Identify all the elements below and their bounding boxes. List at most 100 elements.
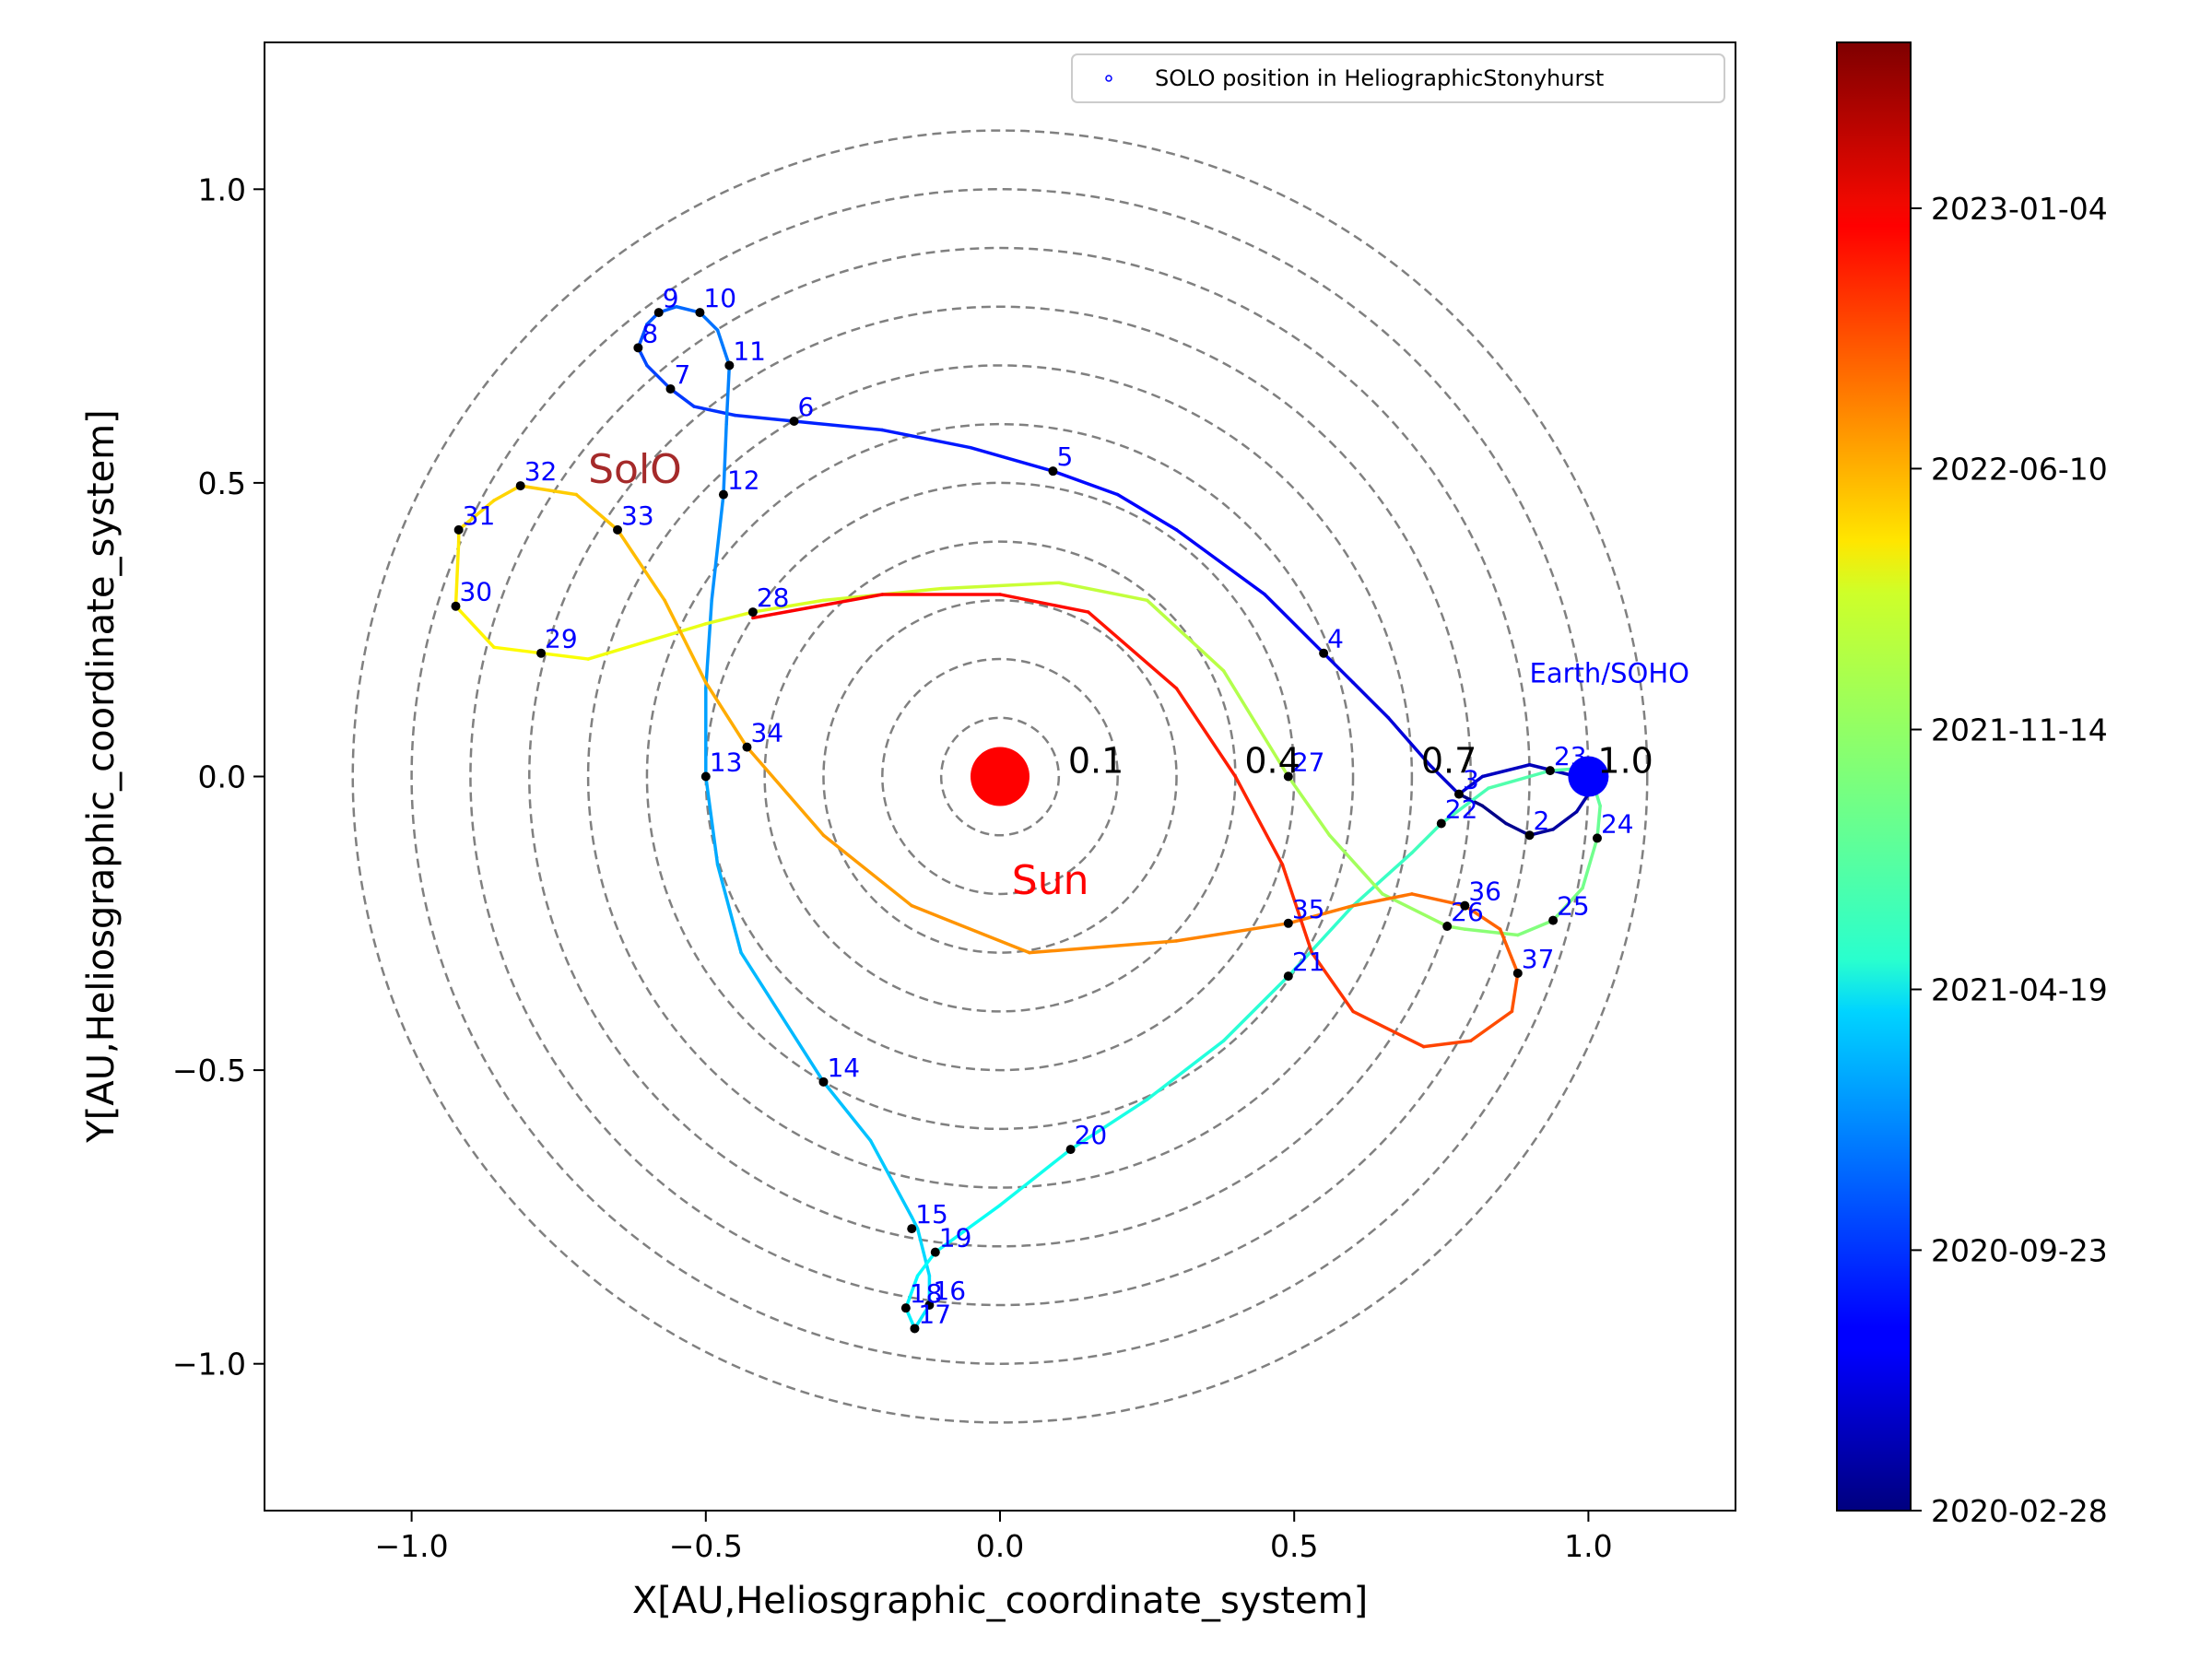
- legend-box: [1071, 53, 1725, 103]
- orbit-segment: [1574, 792, 1591, 814]
- orbit-segment: [751, 598, 826, 614]
- ring-label: 1.0: [1597, 741, 1653, 782]
- orbit-point: [910, 1324, 920, 1334]
- orbit-segment: [1516, 918, 1555, 937]
- orbit-point: [451, 601, 461, 611]
- orbit-segment: [1463, 927, 1520, 937]
- orbit-point: [1436, 818, 1446, 829]
- orbit-point-label: 13: [710, 747, 743, 778]
- orbit-point-label: 4: [1327, 624, 1344, 654]
- orbit-segment: [710, 492, 725, 603]
- orbit-point-label: 36: [1468, 877, 1501, 907]
- orbit-point-label: 31: [463, 500, 496, 531]
- orbit-point: [818, 1077, 829, 1087]
- orbit-segment: [456, 499, 496, 532]
- orbit-point-label: 24: [1601, 808, 1634, 839]
- orbit-segment: [969, 445, 1055, 473]
- orbit-segment: [715, 328, 732, 368]
- orbit-point: [1283, 971, 1293, 982]
- orbit-segment: [1068, 1098, 1149, 1151]
- orbit-segment: [663, 598, 708, 685]
- orbit-point-label: 15: [915, 1199, 948, 1230]
- orbit-point-label: 3: [1463, 765, 1479, 795]
- reference-circle: [881, 657, 1119, 896]
- orbit-point: [742, 742, 752, 752]
- orbit-segment: [1287, 903, 1355, 978]
- orbit-point: [1319, 648, 1329, 658]
- orbit-segment: [1028, 939, 1179, 955]
- orbit-segment: [704, 774, 720, 866]
- orbit-segment: [1287, 774, 1332, 837]
- orbit-label: SolO: [588, 446, 682, 493]
- orbit-point-label: 23: [1554, 741, 1587, 771]
- orbit-point-label: 11: [733, 335, 766, 366]
- colorbar-tick-label: 2023-01-04: [1931, 191, 2108, 227]
- orbit-segment: [880, 428, 972, 450]
- orbit-point-label: 32: [524, 456, 558, 487]
- y-tick-label: −0.5: [172, 1053, 246, 1088]
- orbit-point-label: 25: [1557, 891, 1590, 922]
- orbit-point: [453, 524, 464, 535]
- orbit-point: [789, 416, 799, 426]
- orbit-segment: [1351, 1009, 1426, 1049]
- orbit-segment: [492, 645, 543, 655]
- orbit-segment: [1410, 821, 1443, 855]
- y-axis: −1.0 −0.5 0.0 0.5 1.0: [172, 171, 265, 1382]
- orbit-segment: [1487, 769, 1552, 790]
- orbit-segment: [724, 363, 732, 426]
- orbit-point: [633, 343, 643, 353]
- orbit-segment: [792, 419, 885, 432]
- orbit-segment: [1457, 774, 1485, 796]
- orbit-segment: [904, 1274, 920, 1310]
- colorbar-tick-label: 2020-09-23: [1931, 1232, 2108, 1268]
- reference-circle: [586, 364, 1414, 1189]
- orbit-point-label: 6: [798, 392, 815, 422]
- orbit-segment: [492, 484, 523, 502]
- orbit-segment: [1351, 680, 1391, 720]
- orbit-segment: [1428, 763, 1461, 796]
- reference-circle: [528, 305, 1472, 1248]
- x-axis: −1.0 −0.5 0.0 0.5 1.0: [375, 1511, 1613, 1564]
- orbit-segment: [1581, 836, 1599, 890]
- y-tick-label: 0.5: [198, 465, 246, 501]
- x-tick-label: 0.5: [1270, 1528, 1318, 1564]
- orbit-segment: [1480, 763, 1532, 779]
- orbit-point: [1283, 918, 1293, 928]
- orbit-segment: [1381, 892, 1449, 928]
- orbit-point-label: 29: [545, 624, 578, 654]
- x-tick-label: 1.0: [1564, 1528, 1612, 1564]
- orbit-segment: [453, 604, 496, 650]
- orbit-segment: [1595, 804, 1602, 841]
- orbit-segment: [645, 363, 673, 391]
- orbit-point: [695, 308, 705, 318]
- orbit-point: [907, 1224, 917, 1234]
- legend: SOLO position in HeliographicStonyhurst: [1071, 53, 1725, 103]
- earth-marker: [1568, 756, 1609, 797]
- orbit-point: [653, 308, 664, 318]
- y-axis-label: Y[AU,Heliosgraphic_coordinate_system]: [80, 409, 123, 1143]
- orbit-segment: [1440, 786, 1490, 826]
- orbit-segment: [586, 640, 649, 661]
- ring-label: 0.4: [1244, 741, 1300, 782]
- orbit-point-label: 28: [757, 582, 790, 613]
- orbit-point-label: 30: [459, 577, 492, 607]
- orbit-segment: [910, 903, 1031, 955]
- orbit-segment: [1051, 469, 1120, 497]
- orbit-segment: [645, 622, 708, 643]
- orbit-point: [924, 1300, 935, 1310]
- orbit-segment: [745, 745, 826, 837]
- orbit-point: [718, 489, 728, 500]
- orbit-segment: [1421, 1039, 1473, 1049]
- orbit-segment: [1221, 669, 1290, 779]
- orbit-segment: [821, 1080, 873, 1143]
- earth-label: Earth/SOHO: [1530, 658, 1689, 689]
- orbit-segment: [1322, 651, 1355, 685]
- x-tick-label: −1.0: [375, 1528, 449, 1564]
- orbit-segment: [1386, 716, 1431, 767]
- orbit-segment: [453, 539, 461, 608]
- x-tick-label: 0.0: [976, 1528, 1024, 1564]
- reference-circle: [351, 129, 1649, 1424]
- orbit-segment: [1463, 903, 1502, 931]
